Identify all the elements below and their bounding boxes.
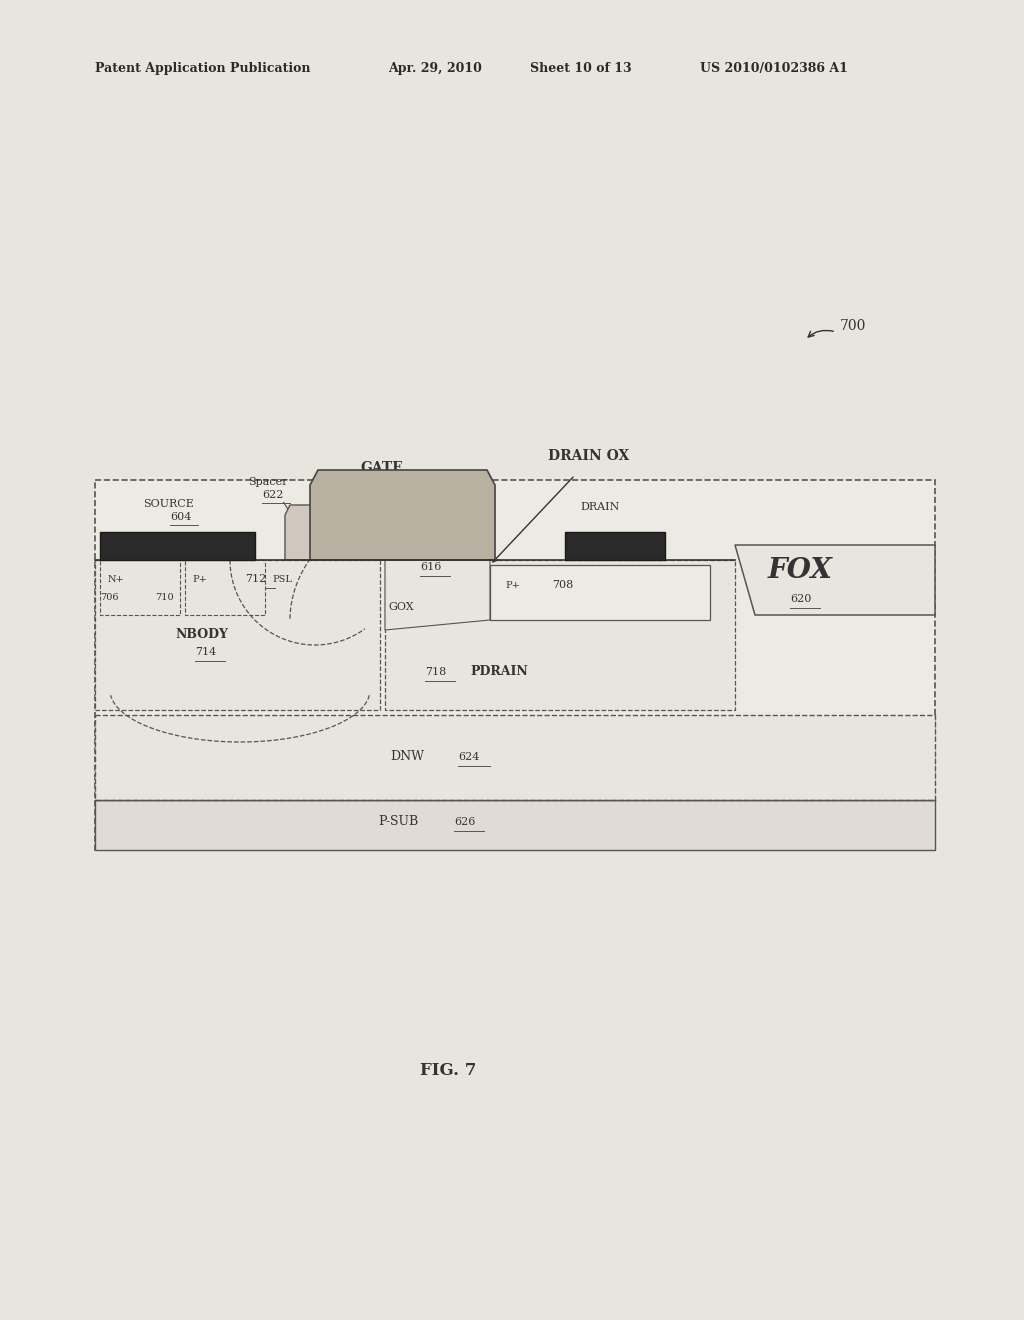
Text: PDRAIN: PDRAIN	[470, 665, 527, 678]
Text: DNW: DNW	[390, 750, 424, 763]
Bar	[385, 560, 735, 710]
Text: FIG. 7: FIG. 7	[420, 1063, 476, 1078]
Bar	[100, 532, 255, 560]
Text: 622: 622	[262, 490, 284, 500]
Text: 718: 718	[425, 667, 446, 677]
Text: 604: 604	[170, 512, 191, 521]
Text: 712: 712	[245, 574, 266, 583]
Text: 714: 714	[195, 647, 216, 657]
Text: P+: P+	[505, 581, 520, 590]
Polygon shape	[310, 470, 495, 560]
Bar	[185, 560, 265, 615]
Bar	[95, 715, 935, 800]
Text: N+: N+	[108, 576, 125, 583]
Bar	[95, 560, 380, 710]
Text: 700: 700	[840, 319, 866, 333]
Text: GATE: GATE	[360, 461, 402, 475]
Bar	[100, 560, 180, 615]
Text: DRAIN: DRAIN	[580, 502, 620, 512]
Text: 616: 616	[420, 562, 441, 572]
Text: DRAIN OX: DRAIN OX	[548, 449, 630, 463]
Text: 620: 620	[790, 594, 811, 605]
Polygon shape	[735, 545, 935, 615]
Text: PSL: PSL	[272, 576, 292, 583]
Text: 602: 602	[375, 502, 396, 512]
Polygon shape	[385, 560, 490, 630]
Text: Spacer: Spacer	[248, 477, 288, 487]
Text: 706: 706	[100, 593, 119, 602]
Text: NBODY: NBODY	[175, 628, 228, 642]
Text: Sheet 10 of 13: Sheet 10 of 13	[530, 62, 632, 75]
Text: Patent Application Publication: Patent Application Publication	[95, 62, 310, 75]
Bar	[95, 480, 935, 850]
Text: 710: 710	[155, 593, 174, 602]
Bar	[95, 800, 935, 850]
Text: P+: P+	[193, 576, 207, 583]
Text: SOURCE: SOURCE	[143, 499, 194, 510]
Text: FOX: FOX	[768, 557, 833, 583]
Text: 624: 624	[458, 752, 479, 762]
Text: Apr. 29, 2010: Apr. 29, 2010	[388, 62, 482, 75]
Text: GOX: GOX	[388, 602, 414, 612]
Polygon shape	[285, 506, 315, 560]
Text: 626: 626	[454, 817, 475, 828]
Bar	[565, 532, 665, 560]
Text: 708: 708	[552, 579, 573, 590]
Text: P-SUB: P-SUB	[378, 814, 418, 828]
Text: US 2010/0102386 A1: US 2010/0102386 A1	[700, 62, 848, 75]
Bar	[490, 565, 710, 620]
